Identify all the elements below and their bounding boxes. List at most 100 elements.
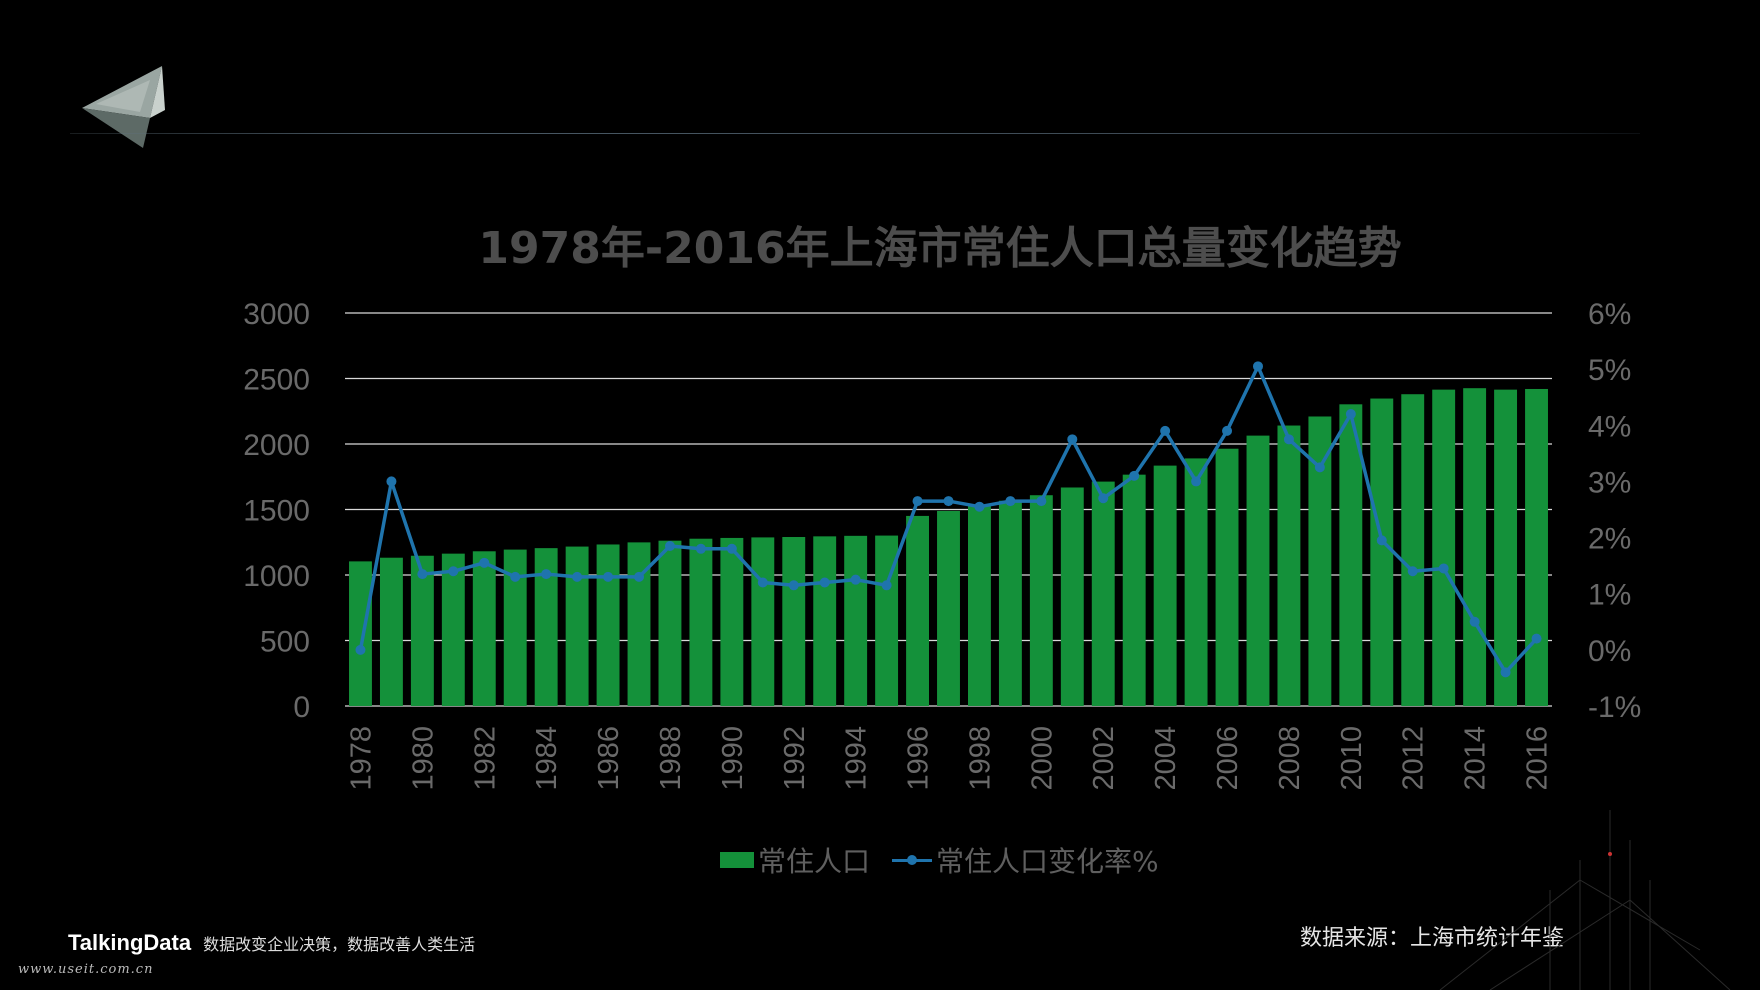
- x-tick-label: 1978: [345, 726, 377, 791]
- change-rate-point-1994: [850, 574, 861, 585]
- change-rate-point-1992: [788, 580, 799, 591]
- change-rate-point-2009: [1314, 462, 1325, 473]
- bar-2006: [1215, 448, 1239, 706]
- x-tick-label: 2000: [1026, 726, 1058, 791]
- bar-2013: [1432, 389, 1456, 706]
- change-rate-point-2013: [1438, 563, 1449, 574]
- x-tick-label: 2002: [1088, 726, 1120, 791]
- bar-1996: [906, 515, 930, 706]
- bar-2005: [1184, 458, 1208, 706]
- y-right-tick-label: 5%: [1588, 354, 1631, 387]
- change-rate-point-1998: [974, 501, 985, 512]
- x-tick-label: 1990: [717, 726, 749, 791]
- change-rate-point-2006: [1222, 425, 1233, 436]
- bar-1980: [410, 555, 434, 706]
- data-source: 数据来源：上海市统计年鉴: [1300, 926, 1565, 951]
- bar-1978: [349, 561, 372, 706]
- bar-2009: [1308, 416, 1332, 706]
- change-rate-point-1995: [881, 580, 892, 591]
- bar-2000: [1029, 495, 1053, 706]
- change-rate-point-2012: [1407, 566, 1418, 577]
- change-rate-point-1978: [355, 644, 366, 655]
- change-rate-point-1997: [943, 496, 954, 507]
- change-rate-point-1981: [448, 566, 459, 577]
- bar-1987: [627, 542, 651, 706]
- change-rate-point-1990: [726, 543, 737, 554]
- brand-name: TalkingData: [68, 930, 192, 955]
- bar-2010: [1339, 404, 1363, 706]
- watermark: www.useit.com.cn: [18, 962, 154, 977]
- y-left-tick-label: 3000: [243, 298, 310, 331]
- bar-1988: [658, 540, 682, 706]
- x-tick-label: 1982: [469, 726, 501, 791]
- y-right-tick-label: 1%: [1588, 579, 1631, 612]
- y-right-tick-label: 3%: [1588, 466, 1631, 499]
- x-tick-label: 1994: [841, 726, 873, 791]
- x-tick-label: 1984: [531, 726, 563, 791]
- bar-1985: [565, 546, 589, 706]
- legend-label-population: 常住人口: [758, 845, 871, 878]
- change-rate-point-1989: [695, 543, 706, 554]
- bar-2016: [1525, 388, 1548, 706]
- change-rate-point-2014: [1469, 616, 1480, 627]
- bar-1979: [379, 557, 403, 706]
- x-tick-label: 1998: [964, 726, 996, 791]
- x-tick-label: 2016: [1522, 726, 1554, 791]
- bar-1999: [998, 500, 1022, 706]
- change-rate-point-1987: [634, 571, 645, 582]
- change-rate-point-1980: [417, 569, 428, 580]
- change-rate-point-1982: [479, 557, 490, 568]
- change-rate-point-1991: [757, 577, 768, 588]
- change-rate-point-1984: [541, 569, 552, 580]
- legend-item-change-rate: 常住人口变化率%: [892, 840, 1159, 880]
- bar-1989: [689, 538, 713, 706]
- bar-1994: [844, 535, 868, 706]
- x-tick-label: 2014: [1460, 726, 1492, 791]
- bar-2007: [1246, 435, 1270, 706]
- legend-bar-swatch-icon: [720, 852, 754, 868]
- chart-title: 1978年-2016年上海市常住人口总量变化趋势: [478, 223, 1402, 274]
- y-left-tick-label: 1500: [243, 495, 310, 528]
- y-right-tick-label: 4%: [1588, 410, 1631, 443]
- x-tick-label: 1992: [779, 726, 811, 791]
- change-rate-point-2015: [1500, 667, 1511, 678]
- logo-area: [0, 0, 1760, 160]
- bar-2011: [1370, 398, 1394, 706]
- legend-label-change-rate: 常住人口变化率%: [936, 845, 1159, 878]
- change-rate-point-2005: [1191, 476, 1202, 487]
- change-rate-point-2011: [1376, 535, 1387, 546]
- x-tick-label: 2010: [1336, 726, 1368, 791]
- change-rate-point-1979: [386, 476, 397, 487]
- paper-plane-logo-icon: [82, 66, 165, 148]
- bar-2003: [1122, 474, 1146, 706]
- change-rate-point-2003: [1129, 470, 1140, 481]
- bar-1984: [534, 548, 558, 706]
- brand: TalkingData 数据改变企业决策，数据改善人类生活: [68, 930, 475, 956]
- bar-1995: [875, 535, 899, 706]
- change-rate-point-2007: [1252, 361, 1263, 372]
- legend-item-population: 常住人口: [720, 840, 870, 880]
- legend: 常住人口 常住人口变化率%: [720, 840, 1181, 880]
- change-rate-point-2008: [1283, 434, 1294, 445]
- bar-2001: [1060, 487, 1084, 706]
- change-rate-point-2001: [1067, 434, 1078, 445]
- change-rate-point-2010: [1345, 409, 1356, 420]
- change-rate-point-2000: [1036, 496, 1047, 507]
- change-rate-point-1985: [572, 571, 583, 582]
- change-rate-point-1999: [1005, 496, 1016, 507]
- x-tick-label: 1988: [655, 726, 687, 791]
- y-right-tick-label: 0%: [1588, 635, 1631, 668]
- y-right-tick-label: 6%: [1588, 298, 1631, 331]
- change-rate-point-1996: [912, 496, 923, 507]
- change-rate-point-2002: [1098, 493, 1109, 504]
- bar-1998: [967, 505, 991, 706]
- brand-slogan: 数据改变企业决策，数据改善人类生活: [203, 935, 476, 954]
- bar-2012: [1401, 394, 1425, 706]
- bar-1983: [503, 549, 527, 706]
- change-rate-point-1986: [603, 571, 614, 582]
- bar-2008: [1277, 425, 1301, 706]
- bar-1991: [751, 537, 775, 706]
- bar-2002: [1091, 481, 1115, 706]
- bar-1992: [782, 537, 806, 706]
